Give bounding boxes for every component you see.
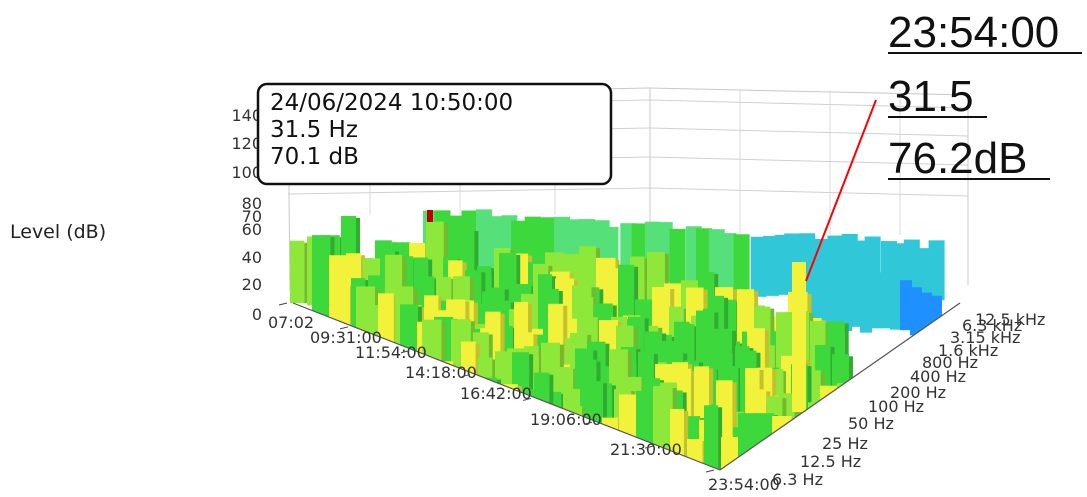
frequency-tick-label: 6.3 Hz: [772, 470, 823, 489]
time-tick-mark: [339, 326, 349, 330]
grid-level-line: [649, 99, 969, 109]
frequency-tick-label: 25 Hz: [822, 434, 868, 453]
floor-time-edge: [292, 302, 721, 471]
spectrum-bar-side: [732, 382, 737, 469]
floor-mask: [720, 303, 1087, 497]
spectrum-bar: [704, 405, 719, 482]
frequency-tick-label: 6.3 kHz: [962, 316, 1022, 335]
tooltip-frequency: 31.5 Hz: [270, 117, 358, 143]
frequency-tick-label: 100 Hz: [868, 397, 924, 416]
frequency-tick-label: 400 Hz: [910, 367, 966, 386]
time-tick-label: 09:31:00: [310, 328, 382, 347]
z-tick-label: 20: [242, 275, 262, 294]
spectrum-bar: [750, 236, 767, 297]
frequency-tick-label: 3.15 kHz: [950, 328, 1020, 347]
spectrum-bar: [312, 235, 331, 321]
time-tick-mark: [705, 469, 715, 473]
z-tick-label: 80: [242, 194, 262, 213]
time-tick-mark: [644, 445, 654, 449]
grid-level-line: [649, 156, 969, 166]
spectrum-bar: [928, 240, 945, 301]
frequency-tick-label: 12.5 kHz: [975, 310, 1045, 329]
time-tick-mark: [278, 302, 288, 306]
time-tick-label: 16:42:00: [460, 384, 532, 403]
spectrum-bar-side: [691, 370, 696, 449]
z-tick-label: 60: [242, 220, 262, 239]
spectrum-bar: [290, 240, 305, 303]
callout-time: 23:54:00: [888, 8, 1059, 57]
spectrum-bar-side: [304, 242, 309, 303]
frequency-tick-label: 800 Hz: [922, 353, 978, 372]
spectrum-bar-side: [718, 407, 723, 482]
spectrum-bar: [850, 266, 862, 327]
time-tick-mark: [400, 350, 410, 354]
time-tick-label: 14:18:00: [405, 363, 477, 382]
spectrum-bars: [260, 209, 1087, 497]
spectrum-bar: [810, 258, 822, 327]
frequency-tick-label: 12.5 Hz: [800, 452, 861, 471]
tooltip: 24/06/2024 10:50:00 31.5 Hz 70.1 dB: [256, 82, 613, 186]
frequency-tick-label: 50 Hz: [848, 414, 894, 433]
grid-level-line: [649, 187, 969, 197]
grid-level-line: [649, 127, 969, 137]
z-tick-label: 0: [252, 305, 262, 324]
z-tick-label: 120: [231, 134, 262, 153]
spectrum-bar: [820, 261, 832, 328]
grid-side-top-edge: [649, 87, 969, 96]
time-tick-label: 21:30:00: [610, 440, 682, 459]
callout-frequency: 31.5: [888, 72, 974, 121]
callout-highlight-bar: [792, 262, 806, 412]
spectrum-bar: [840, 268, 852, 331]
frequency-tick-label: 1.6 kHz: [938, 341, 998, 360]
callout-level: 76.2dB: [888, 134, 1027, 183]
tooltip-box: [256, 82, 613, 186]
floor-mask: [260, 303, 720, 497]
z-tick-label: 40: [242, 248, 262, 267]
time-tick-label: 19:06:00: [530, 410, 602, 429]
tooltip-datetime: 24/06/2024 10:50:00: [270, 90, 513, 116]
time-tick-label: 11:54:00: [355, 343, 427, 362]
time-tick-mark: [461, 374, 471, 378]
z-tick-label: 100: [231, 163, 262, 182]
time-tick-mark: [583, 421, 593, 425]
z-tick-label: 140: [231, 106, 262, 125]
tooltip-level: 70.1 dB: [270, 144, 359, 170]
grid-level-line: [287, 187, 651, 195]
spectrum-bar: [733, 234, 750, 295]
frequency-tick-label: 200 Hz: [890, 383, 946, 402]
spectrum-bar: [860, 274, 872, 333]
spectrum-bar: [890, 277, 902, 330]
floor-edges: [292, 302, 961, 471]
spectrum-bar: [900, 280, 912, 331]
floor-freq-edge: [719, 302, 961, 471]
time-tick-mark: [522, 397, 532, 401]
z-tick-label: 70: [242, 207, 262, 226]
spectrum-bar: [870, 272, 882, 329]
spectrum-bar: [720, 233, 737, 294]
callout-line: [805, 99, 877, 282]
selected-cell-marker: [427, 210, 433, 222]
z-axis-title: Level (dB): [10, 221, 106, 243]
spectrum-bar: [830, 264, 842, 329]
spectrum-bar-side: [684, 410, 689, 477]
time-tick-label: 07:02: [268, 313, 314, 332]
spectrum-bar: [910, 287, 922, 336]
time-tick-label: 23:54:00: [708, 475, 780, 494]
callout: 23:54:00 31.5 76.2dB: [805, 8, 1082, 282]
spectrum-bar: [669, 228, 686, 289]
spectrum-bar: [880, 274, 892, 329]
